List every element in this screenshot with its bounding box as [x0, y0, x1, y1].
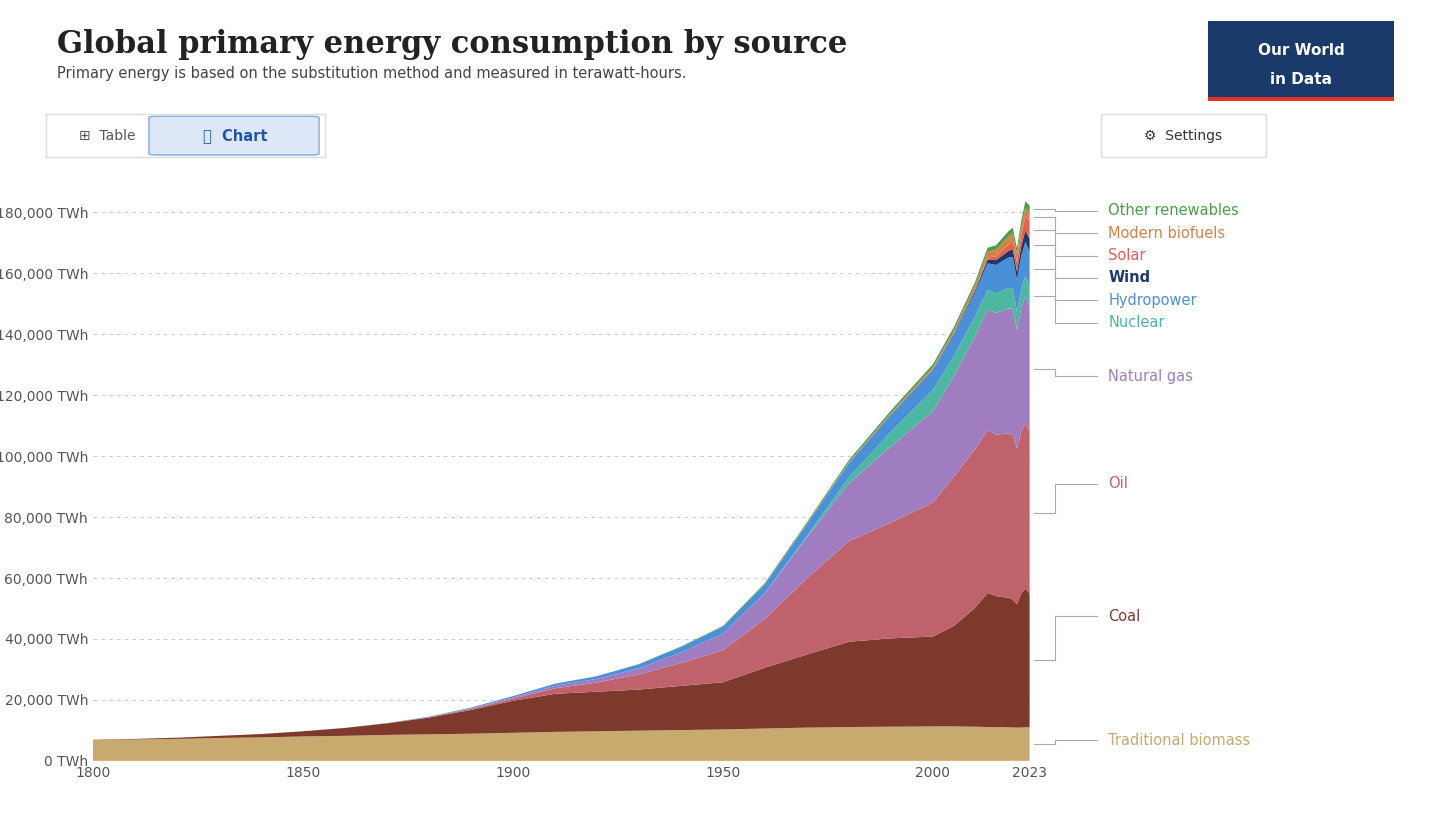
Text: Global primary energy consumption by source: Global primary energy consumption by sou… [57, 29, 848, 60]
Text: Modern biofuels: Modern biofuels [1108, 226, 1226, 241]
Text: Other renewables: Other renewables [1108, 203, 1238, 218]
FancyBboxPatch shape [149, 117, 319, 155]
Text: Traditional biomass: Traditional biomass [1108, 733, 1250, 748]
Text: Hydropower: Hydropower [1108, 293, 1197, 308]
Text: Our World: Our World [1258, 43, 1344, 58]
Text: Oil: Oil [1108, 476, 1128, 491]
Text: Solar: Solar [1108, 248, 1145, 263]
Text: Primary energy is based on the substitution method and measured in terawatt-hour: Primary energy is based on the substitut… [57, 66, 686, 81]
Text: ⚙  Settings: ⚙ Settings [1144, 129, 1223, 142]
Text: Wind: Wind [1108, 270, 1150, 285]
Text: Nuclear: Nuclear [1108, 315, 1165, 330]
Text: Coal: Coal [1108, 609, 1141, 624]
Text: in Data: in Data [1270, 72, 1333, 87]
Text: Natural gas: Natural gas [1108, 369, 1193, 384]
Text: 📈  Chart: 📈 Chart [203, 128, 267, 143]
Text: ⊞  Table: ⊞ Table [79, 129, 136, 142]
